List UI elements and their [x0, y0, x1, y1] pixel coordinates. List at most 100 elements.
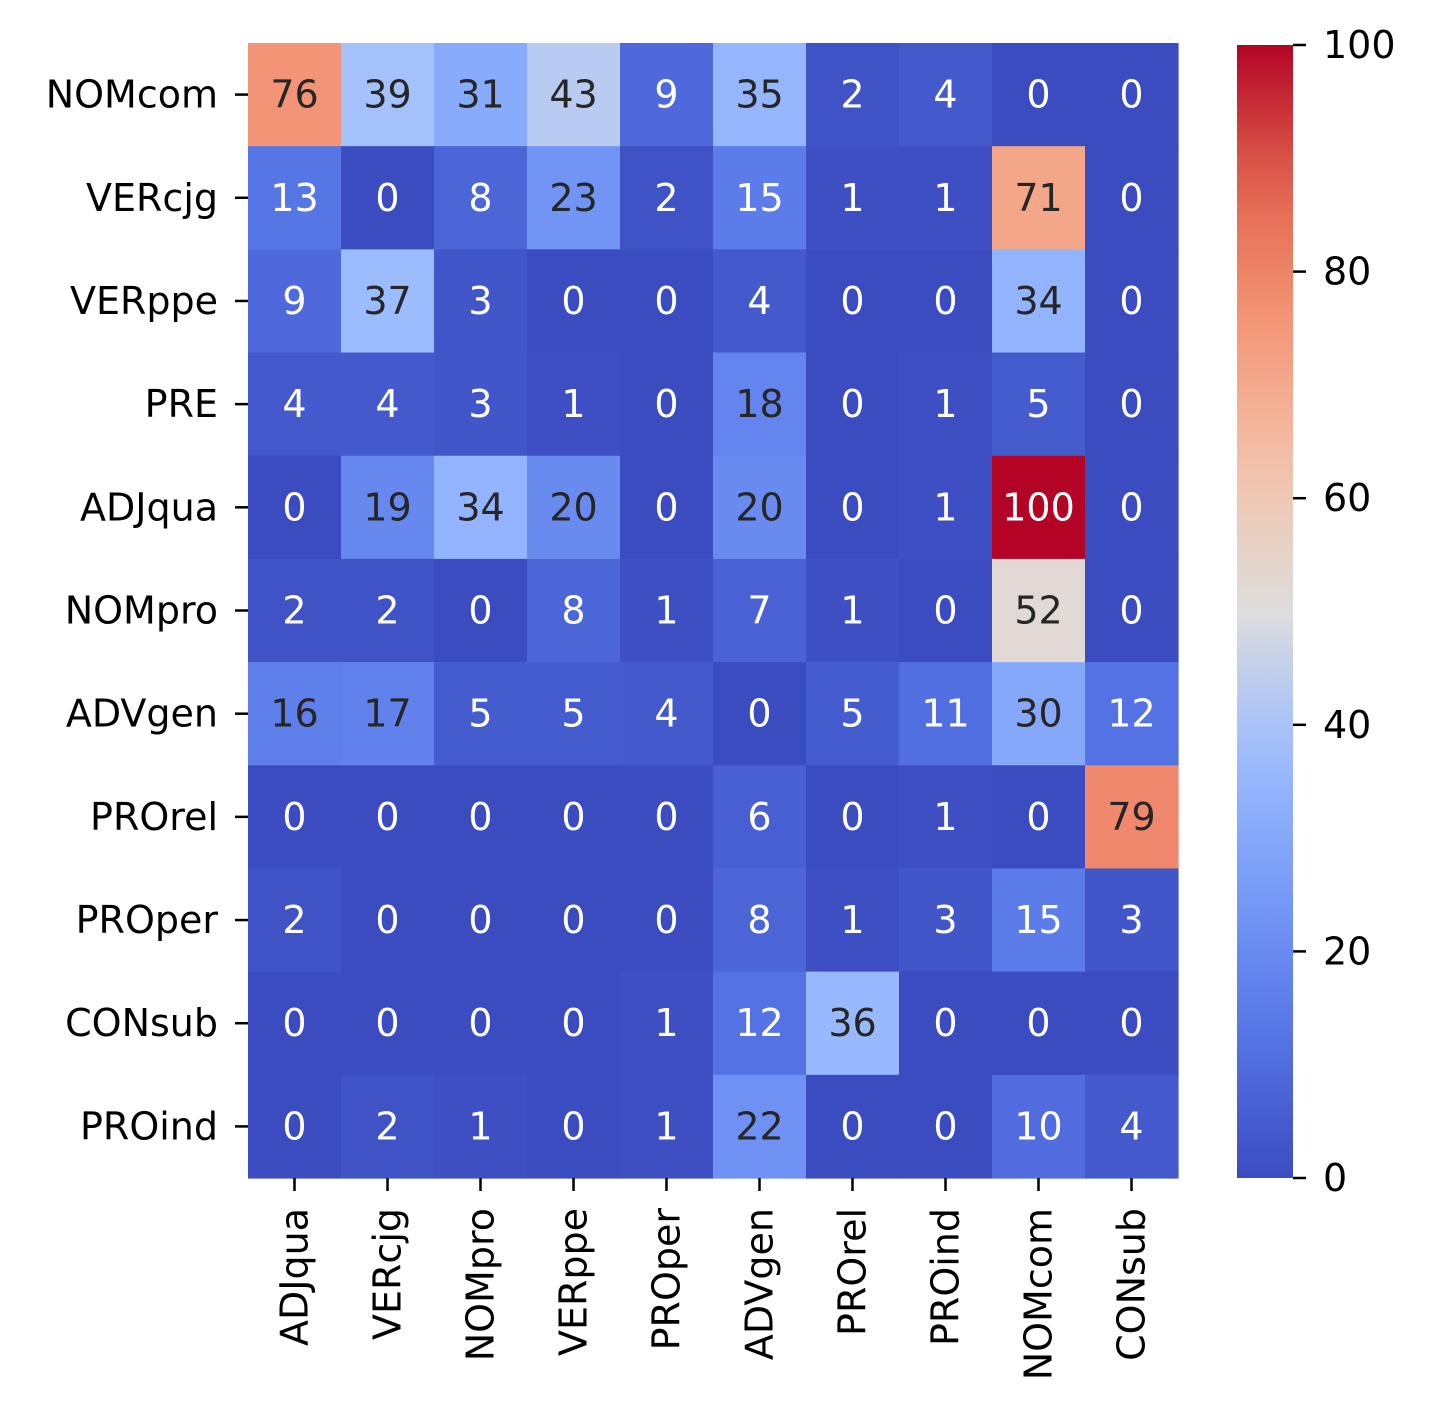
cell-value-label: 0 [933, 279, 957, 323]
cell-value-label: 0 [747, 692, 771, 736]
cell-value-label: 0 [1119, 589, 1143, 633]
cell-value-label: 1 [933, 485, 957, 529]
cell-value-label: 16 [270, 692, 318, 736]
heatmap-cell [341, 868, 435, 973]
heatmap-cell [992, 43, 1086, 147]
x-tick-label: ADJqua [273, 1208, 317, 1346]
cell-value-label: 0 [654, 898, 678, 942]
heatmap-cell [527, 1074, 621, 1179]
cell-value-label: 0 [840, 795, 864, 839]
colorbar-tick-label: 60 [1323, 476, 1371, 520]
cell-value-label: 0 [561, 279, 585, 323]
heatmap-cell [992, 662, 1086, 766]
heatmap-cell [248, 558, 342, 663]
y-axis: NOMcom VERcjg VERppe PRE ADJqua NOMpro ADVgen P… [46, 73, 248, 1148]
heatmap-cell [527, 558, 621, 663]
cell-value-label: 0 [1026, 73, 1050, 117]
cell-value-label: 8 [747, 898, 771, 942]
colorbar-tick-label: 100 [1323, 23, 1396, 67]
cell-value-label: 2 [282, 898, 306, 942]
cell-value-label: 13 [270, 176, 318, 220]
x-tick-label: ADVgen [738, 1208, 782, 1360]
cell-value-label: 5 [561, 692, 585, 736]
heatmap-cell [527, 455, 621, 560]
cell-value-label: 0 [933, 589, 957, 633]
cell-value-label: 11 [921, 692, 969, 736]
heatmap-cell [248, 352, 342, 457]
x-tick-label: PROrel [831, 1208, 875, 1336]
cell-value-label: 2 [282, 589, 306, 633]
heatmap-cell [434, 1074, 528, 1179]
cell-value-label: 0 [933, 1104, 957, 1148]
y-tick-label: VERcjg [86, 176, 218, 220]
cell-value-label: 1 [654, 589, 678, 633]
heatmap-cell [248, 43, 342, 147]
cell-value-label: 5 [468, 692, 492, 736]
y-tick-label: CONsub [65, 1001, 218, 1045]
cell-value-label: 10 [1014, 1104, 1062, 1148]
cell-value-label: 9 [282, 279, 306, 323]
heatmap-cell [434, 765, 528, 870]
cell-value-label: 0 [282, 485, 306, 529]
heatmap-cell [620, 868, 714, 973]
heatmap-cell [434, 558, 528, 663]
cell-value-label: 0 [1119, 176, 1143, 220]
heatmap-cell [1085, 352, 1179, 457]
heatmap-cell [713, 971, 807, 1076]
colorbar-gradient [1237, 45, 1293, 1178]
heatmap-cell [248, 249, 342, 354]
heatmap-cell [248, 971, 342, 1076]
cell-value-label: 3 [1119, 898, 1143, 942]
heatmap-cell [341, 971, 435, 1076]
heatmap-cell [341, 558, 435, 663]
colorbar-tick-label: 20 [1323, 929, 1371, 973]
cell-value-label: 71 [1014, 176, 1062, 220]
heatmap-cell [713, 43, 807, 147]
cell-value-label: 1 [933, 176, 957, 220]
heatmap-cell [341, 765, 435, 870]
heatmap-cell [992, 1074, 1086, 1179]
heatmap-cell [713, 558, 807, 663]
heatmap-cell [1085, 146, 1179, 250]
heatmap-cell [1085, 765, 1179, 870]
cell-value-label: 3 [468, 279, 492, 323]
y-tick-label: PROper [76, 898, 219, 942]
heatmap-cell [713, 765, 807, 870]
colorbar-tick-label: 40 [1323, 703, 1371, 747]
cell-value-label: 3 [468, 382, 492, 426]
heatmap-cell [341, 455, 435, 560]
heatmap-cell [527, 146, 621, 250]
heatmap-cell [620, 352, 714, 457]
heatmap-cell [620, 455, 714, 560]
cell-value-label: 0 [654, 382, 678, 426]
cell-value-label: 0 [468, 795, 492, 839]
cell-value-label: 0 [468, 589, 492, 633]
x-tick-label: VERcjg [366, 1208, 410, 1340]
cell-value-label: 0 [1119, 382, 1143, 426]
heatmap-cell [527, 868, 621, 973]
cell-value-label: 1 [840, 589, 864, 633]
cell-value-label: 0 [840, 382, 864, 426]
cell-value-label: 19 [363, 485, 411, 529]
cell-value-label: 0 [468, 898, 492, 942]
cell-value-label: 0 [282, 1104, 306, 1148]
cell-value-label: 0 [1026, 795, 1050, 839]
cell-value-label: 37 [363, 279, 411, 323]
heatmap-cell [1085, 558, 1179, 663]
cell-value-label: 0 [375, 1001, 399, 1045]
cell-value-label: 23 [549, 176, 597, 220]
heatmap-cell [1085, 455, 1179, 560]
cell-value-label: 0 [282, 1001, 306, 1045]
cell-value-label: 100 [1002, 485, 1075, 529]
x-tick-label: VERppe [552, 1208, 596, 1356]
x-tick-label: NOMcom [1017, 1208, 1061, 1380]
cell-value-label: 0 [654, 485, 678, 529]
colorbar-tick-label: 80 [1323, 250, 1371, 294]
cell-value-label: 39 [363, 73, 411, 117]
colorbar: 0 20 40 60 80 100 [1237, 23, 1396, 1200]
cell-value-label: 36 [828, 1001, 876, 1045]
cell-value-label: 1 [933, 795, 957, 839]
heatmap-cell [434, 352, 528, 457]
heatmap-cells [248, 43, 1179, 1179]
heatmap-cell [527, 662, 621, 766]
